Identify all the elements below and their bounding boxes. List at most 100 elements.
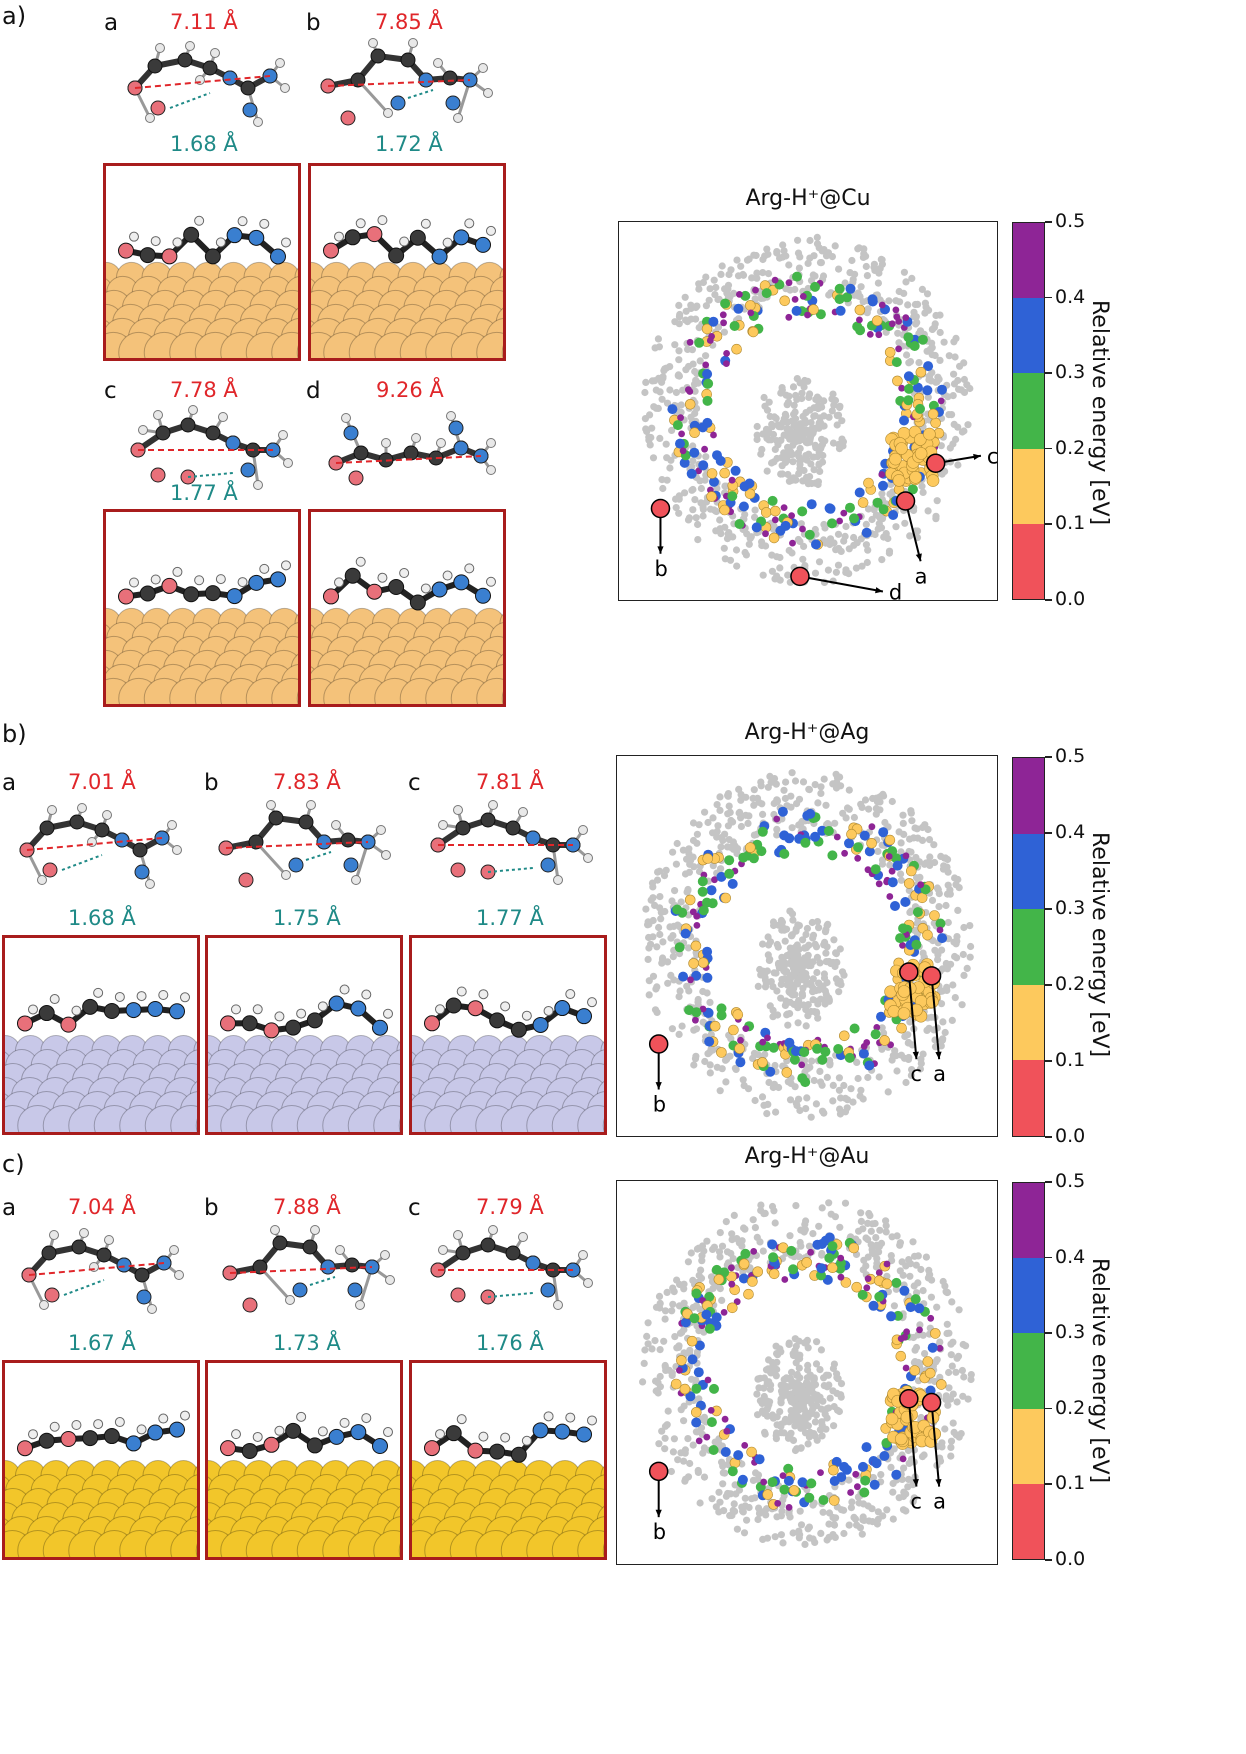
scatter-point-background (680, 1457, 688, 1465)
nitrogen-atom (347, 1282, 363, 1298)
scatter-point (857, 1289, 868, 1300)
scatter-point-background (706, 1069, 714, 1077)
scatter-point-background (936, 356, 944, 364)
colorbar-segment (1013, 1333, 1044, 1409)
scatter-point-background (840, 1529, 848, 1538)
scatter-point (723, 350, 730, 357)
scatter-point (836, 517, 843, 525)
adsorbate-atom (489, 1443, 506, 1460)
scatter-point-background (810, 1008, 818, 1016)
scatter-point (839, 1030, 850, 1042)
scatter-point-background (713, 801, 721, 809)
scatter-point (810, 831, 821, 842)
scatter-point-background (641, 388, 649, 397)
adsorbate-atom (161, 248, 178, 265)
adsorbate-atom (372, 1438, 388, 1455)
hydrogen-bond (169, 92, 211, 109)
scatter-point-background (676, 987, 684, 995)
scatter-point-background (818, 1418, 826, 1426)
scatter-point (698, 905, 709, 916)
scatter-point (799, 525, 806, 533)
hydrogen-atom (478, 63, 488, 73)
scatter-point-background (907, 1071, 915, 1079)
scatter-point (740, 1248, 751, 1259)
scatter-point (685, 386, 692, 394)
scatter-point-background (931, 946, 939, 954)
scatter-point-background (906, 1272, 914, 1280)
scatter-point (709, 1383, 719, 1394)
teal-distance-label: 1.76 Å (476, 1331, 544, 1355)
hydrogen-bond (61, 854, 103, 871)
hydrogen-atom (518, 1232, 528, 1242)
hydrogen-atom (361, 1413, 372, 1424)
scatter-point-background (689, 836, 698, 845)
scatter-point (789, 1054, 800, 1065)
surface-atom (271, 331, 298, 358)
scatter-point-background (787, 792, 795, 800)
scatter-point-background (779, 241, 787, 249)
scatter-point-background (836, 773, 844, 781)
scatter-point-background (805, 785, 813, 793)
scatter-point-background (716, 1087, 724, 1095)
teal-distance-label: 1.68 Å (170, 132, 238, 156)
scatter-point (899, 415, 909, 426)
scatter-point (716, 1010, 727, 1021)
scatter-point (909, 341, 920, 351)
scatter-point (854, 487, 865, 498)
scatter-point-background (868, 515, 876, 524)
adsorbate-atom (445, 997, 462, 1014)
scatter-point-background (777, 1429, 785, 1437)
scatter-point (786, 1245, 797, 1256)
carbon-atom (480, 812, 496, 828)
scatter-point-background (649, 916, 657, 925)
scatter-point-background (786, 1096, 795, 1104)
scatter-point-background (782, 1389, 790, 1397)
scatter-point (679, 457, 690, 468)
scatter-point (824, 1253, 835, 1263)
scatter-point-background (664, 979, 672, 987)
scatter-point-background (652, 386, 660, 394)
arrow-head (912, 1051, 919, 1060)
adsorption-snapshot (409, 935, 607, 1135)
scatter-point-background (941, 1425, 949, 1433)
scatter-point-background (863, 558, 871, 567)
scatter-point-background (722, 1078, 730, 1086)
scatter-point-background (808, 430, 817, 438)
scatter-point-background (756, 1374, 764, 1382)
scatter-point-background (951, 353, 959, 361)
scatter-point-background (789, 458, 797, 466)
scatter-point (870, 1029, 881, 1040)
scatter-point (691, 1417, 702, 1428)
hydrogen-atom (486, 465, 496, 475)
scatter-point-background (954, 461, 962, 469)
scatter-point (864, 846, 875, 857)
scatter-point-background (728, 1236, 736, 1244)
scatter-point-background (777, 1531, 785, 1539)
scatter-point-background (922, 859, 930, 867)
surface-atom (296, 345, 298, 358)
scatter-point (895, 442, 908, 455)
scatter-point (761, 507, 772, 518)
red-distance-label: 7.85 Å (375, 10, 443, 34)
hydrogen-atom (215, 574, 226, 585)
hydrogen-bond (407, 89, 434, 99)
scatter-point-background (855, 1227, 863, 1235)
scatter-point-background (768, 1411, 777, 1419)
scatter-point-background (795, 795, 804, 803)
scatter-point (820, 1046, 831, 1057)
scatter-point-background (693, 830, 701, 838)
scatter-point-background (938, 1036, 947, 1044)
scatter-point (845, 283, 856, 294)
scatter-point (701, 897, 712, 908)
carbon-atom (353, 445, 369, 461)
hydrogen-atom (47, 805, 57, 815)
scatter-point-background (910, 313, 918, 321)
marker-label: b (653, 1093, 666, 1117)
scatter-point (785, 313, 793, 321)
scatter-point (909, 1365, 921, 1376)
scatter-point-background (780, 431, 788, 439)
scatter-point-background (808, 479, 816, 488)
scatter-point-background (863, 309, 871, 317)
scatter-point-background (677, 1449, 685, 1457)
scatter-point (706, 337, 714, 344)
